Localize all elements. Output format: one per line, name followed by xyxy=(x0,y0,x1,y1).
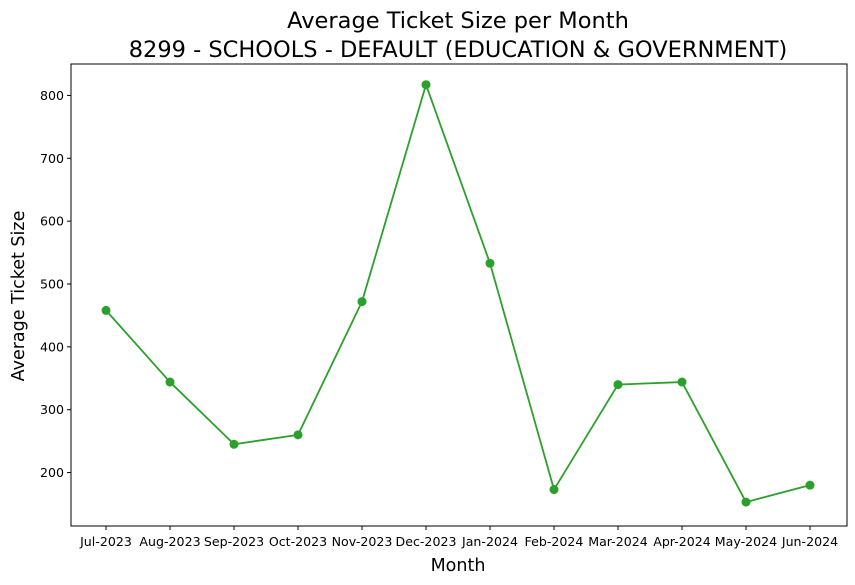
data-point xyxy=(229,439,239,449)
data-point xyxy=(485,258,495,268)
x-tick-label: Oct-2023 xyxy=(269,534,327,549)
x-axis-label: Month xyxy=(431,556,486,576)
x-tick-label: Jan-2024 xyxy=(461,534,518,549)
x-tick-label: Nov-2023 xyxy=(332,534,393,549)
chart-subtitle: 8299 - SCHOOLS - DEFAULT (EDUCATION & GO… xyxy=(129,37,788,63)
data-point xyxy=(805,480,815,490)
y-axis: 200 300 400 500 600 700 800 xyxy=(40,88,71,480)
plot-area xyxy=(70,63,848,527)
y-axis-label: Average Ticket Size xyxy=(9,211,29,382)
data-point xyxy=(677,377,687,387)
data-point xyxy=(613,380,623,390)
y-tick-label: 200 xyxy=(40,465,64,480)
data-point xyxy=(549,485,559,495)
data-point xyxy=(357,297,367,307)
y-tick-label: 300 xyxy=(40,402,64,417)
chart-title: Average Ticket Size per Month xyxy=(287,8,629,34)
data-point xyxy=(741,497,751,507)
x-axis: Jul-2023 Aug-2023 Sep-2023 Oct-2023 Nov-2023… xyxy=(79,526,838,549)
y-tick-label: 800 xyxy=(40,88,64,103)
x-tick-label: Mar-2024 xyxy=(588,534,648,549)
y-tick-label: 500 xyxy=(40,277,64,292)
data-point xyxy=(293,430,303,440)
series-line xyxy=(105,83,811,504)
y-tick-label: 400 xyxy=(40,339,64,354)
x-tick-label: Dec-2023 xyxy=(396,534,457,549)
x-tick-label: May-2024 xyxy=(715,534,777,549)
data-point xyxy=(101,305,111,315)
x-tick-label: Apr-2024 xyxy=(653,534,711,549)
y-tick-label: 700 xyxy=(40,151,64,166)
data-point xyxy=(421,80,431,90)
x-tick-label: Sep-2023 xyxy=(204,534,264,549)
series-layer xyxy=(101,80,815,507)
y-tick-label: 600 xyxy=(40,214,64,229)
x-tick-label: Aug-2023 xyxy=(139,534,200,549)
data-point xyxy=(165,377,175,387)
x-tick-label: Jul-2023 xyxy=(79,534,132,549)
x-tick-label: Feb-2024 xyxy=(525,534,584,549)
x-tick-label: Jun-2024 xyxy=(781,534,838,549)
